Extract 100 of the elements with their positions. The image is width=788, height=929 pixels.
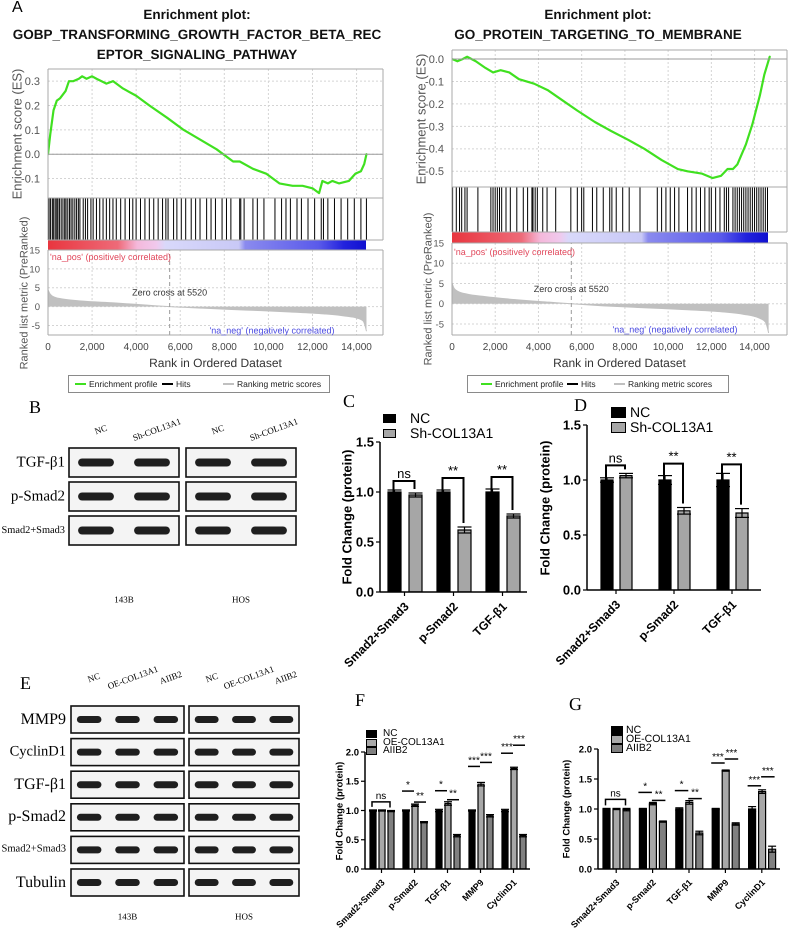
text: 143B xyxy=(118,912,138,922)
annotation: * xyxy=(680,780,684,791)
y-tick-label: 0.0 xyxy=(578,864,592,876)
y-tick-label: -5 xyxy=(436,319,444,330)
category-label: NC xyxy=(210,422,226,436)
annotation: 'na_pos' (positively correlated) xyxy=(50,252,171,262)
annotation: ** xyxy=(668,448,679,464)
category-label: p-Smad2 xyxy=(10,488,65,504)
y-tick-label: 2.0 xyxy=(346,747,359,758)
x-tick-label: 4,000 xyxy=(124,342,150,354)
y-axis-title: Fold Change (protein) xyxy=(334,761,346,860)
annotation: ns xyxy=(610,788,621,800)
y-tick-label: -0.3 xyxy=(425,121,444,134)
ref-line-label: Zero cross at 5520 xyxy=(132,288,208,298)
annotation: *** xyxy=(762,766,774,777)
legend-label: Ranking metric scores xyxy=(237,379,322,389)
y-tick-label: 0.5 xyxy=(346,835,360,846)
category-label: AIIB2 xyxy=(158,668,184,686)
y-tick-label: 0.0 xyxy=(346,864,359,876)
y-axis-title: Fold Change (protein) xyxy=(538,440,552,576)
y-tick-label: 0.3 xyxy=(24,76,40,88)
y-tick-label: 0.0 xyxy=(562,582,581,598)
annotation: ** xyxy=(449,788,457,800)
y-tick-label: 0 xyxy=(34,302,40,314)
x-tick-label: 0 xyxy=(45,342,52,354)
legend-label: Enrichment profile xyxy=(495,379,564,389)
annotation: ** xyxy=(416,791,424,802)
legend-label: Sh-COL13A1 xyxy=(410,425,494,441)
line-series xyxy=(48,75,368,194)
annotation: ns xyxy=(376,790,386,802)
y-tick-label: 0.5 xyxy=(562,528,581,543)
legend-label: AIIB2 xyxy=(626,742,652,754)
annotation: * xyxy=(406,780,410,792)
x-tick-label: 2,000 xyxy=(80,342,106,354)
x-tick-label: 6,000 xyxy=(168,342,194,354)
y-tick-label: 1.5 xyxy=(356,434,374,450)
annotation: *** xyxy=(748,774,760,786)
category-label: Tubulin xyxy=(16,874,66,890)
x-axis-title: Rank in Ordered Dataset xyxy=(149,356,283,370)
category-label: Smad2+Smad3 xyxy=(2,524,65,536)
y-tick-label: 15 xyxy=(433,238,444,250)
y-tick-label: 0.5 xyxy=(578,834,593,846)
y-tick-label: 0 xyxy=(438,299,444,310)
y-tick-label: 5 xyxy=(438,278,444,290)
y-tick-label: 0.0 xyxy=(356,584,374,600)
annotation: 'na_neg' (negatively correlated) xyxy=(209,326,335,336)
y-tick-label: 1.5 xyxy=(562,418,581,433)
annotation: *** xyxy=(712,752,724,763)
y-tick-label: 10 xyxy=(29,264,40,276)
legend-label: Enrichment profile xyxy=(89,379,158,389)
x-tick-label: 6,000 xyxy=(569,342,595,354)
text: HOS xyxy=(234,912,254,922)
annotation: *** xyxy=(501,742,513,754)
chart-title: G xyxy=(569,694,582,714)
legend-label: NC xyxy=(626,724,642,736)
category-label: p-Smad2 xyxy=(8,808,66,826)
text: E xyxy=(20,673,31,693)
category-label: NC xyxy=(86,670,102,684)
y-tick-label: 0.0 xyxy=(428,54,444,66)
chart-title: D xyxy=(574,395,587,415)
y-tick-label: 10 xyxy=(433,258,444,270)
y-tick-label: -5 xyxy=(32,320,40,332)
text: *** xyxy=(513,734,525,746)
line-series xyxy=(452,56,771,180)
y-tick-label: 1.5 xyxy=(578,774,593,786)
annotation: ns xyxy=(608,450,623,466)
annotation: * xyxy=(643,781,648,792)
chart-title: Enrichment plot: GO_PROTEIN_TARGETING_TO_MEMBRANE xyxy=(453,6,743,44)
annotation: ns xyxy=(397,466,412,481)
y-tick-label: 2.0 xyxy=(578,744,592,756)
annotation: ** xyxy=(691,788,700,799)
annotation: * xyxy=(439,780,444,791)
y-tick-label: 0.2 xyxy=(24,100,40,112)
annotation: ** xyxy=(496,462,508,477)
annotation: *** xyxy=(480,751,492,762)
annotation: *** xyxy=(726,748,738,759)
x-tick-label: 8,000 xyxy=(612,342,638,354)
x-tick-label: 8,000 xyxy=(212,342,238,354)
y-tick-label: -0.2 xyxy=(425,98,444,111)
x-axis-title: Rank in Ordered Dataset xyxy=(553,356,687,370)
y-axis-title: Fold Change (protein) xyxy=(340,449,354,585)
x-tick-label: 0 xyxy=(449,342,456,354)
legend-label: OE-COL13A1 xyxy=(383,736,445,748)
y-tick-label: 0.1 xyxy=(24,124,40,137)
x-tick-label: 10,000 xyxy=(652,342,684,354)
y-axis-title: Ranked list metric (PreRanked) xyxy=(18,216,30,369)
y-tick-label: 1.0 xyxy=(562,472,581,488)
legend-label: Ranking metric scores xyxy=(628,379,712,389)
x-tick-label: 2,000 xyxy=(482,342,508,354)
y-tick-label: 0.5 xyxy=(356,534,374,550)
category-label: MMP9 xyxy=(20,710,66,728)
legend-label: Hits xyxy=(176,379,191,389)
legend-label: NC xyxy=(410,410,430,426)
y-tick-label: -0.4 xyxy=(425,144,444,156)
x-tick-label: 14,000 xyxy=(341,342,372,354)
x-tick-label: 10,000 xyxy=(253,342,284,354)
legend-label: Sh-COL13A1 xyxy=(630,419,714,435)
x-tick-label: 12,000 xyxy=(696,342,728,354)
category-label: TGF-β1 xyxy=(14,776,66,793)
category-label: CyclinD1 xyxy=(10,744,66,760)
